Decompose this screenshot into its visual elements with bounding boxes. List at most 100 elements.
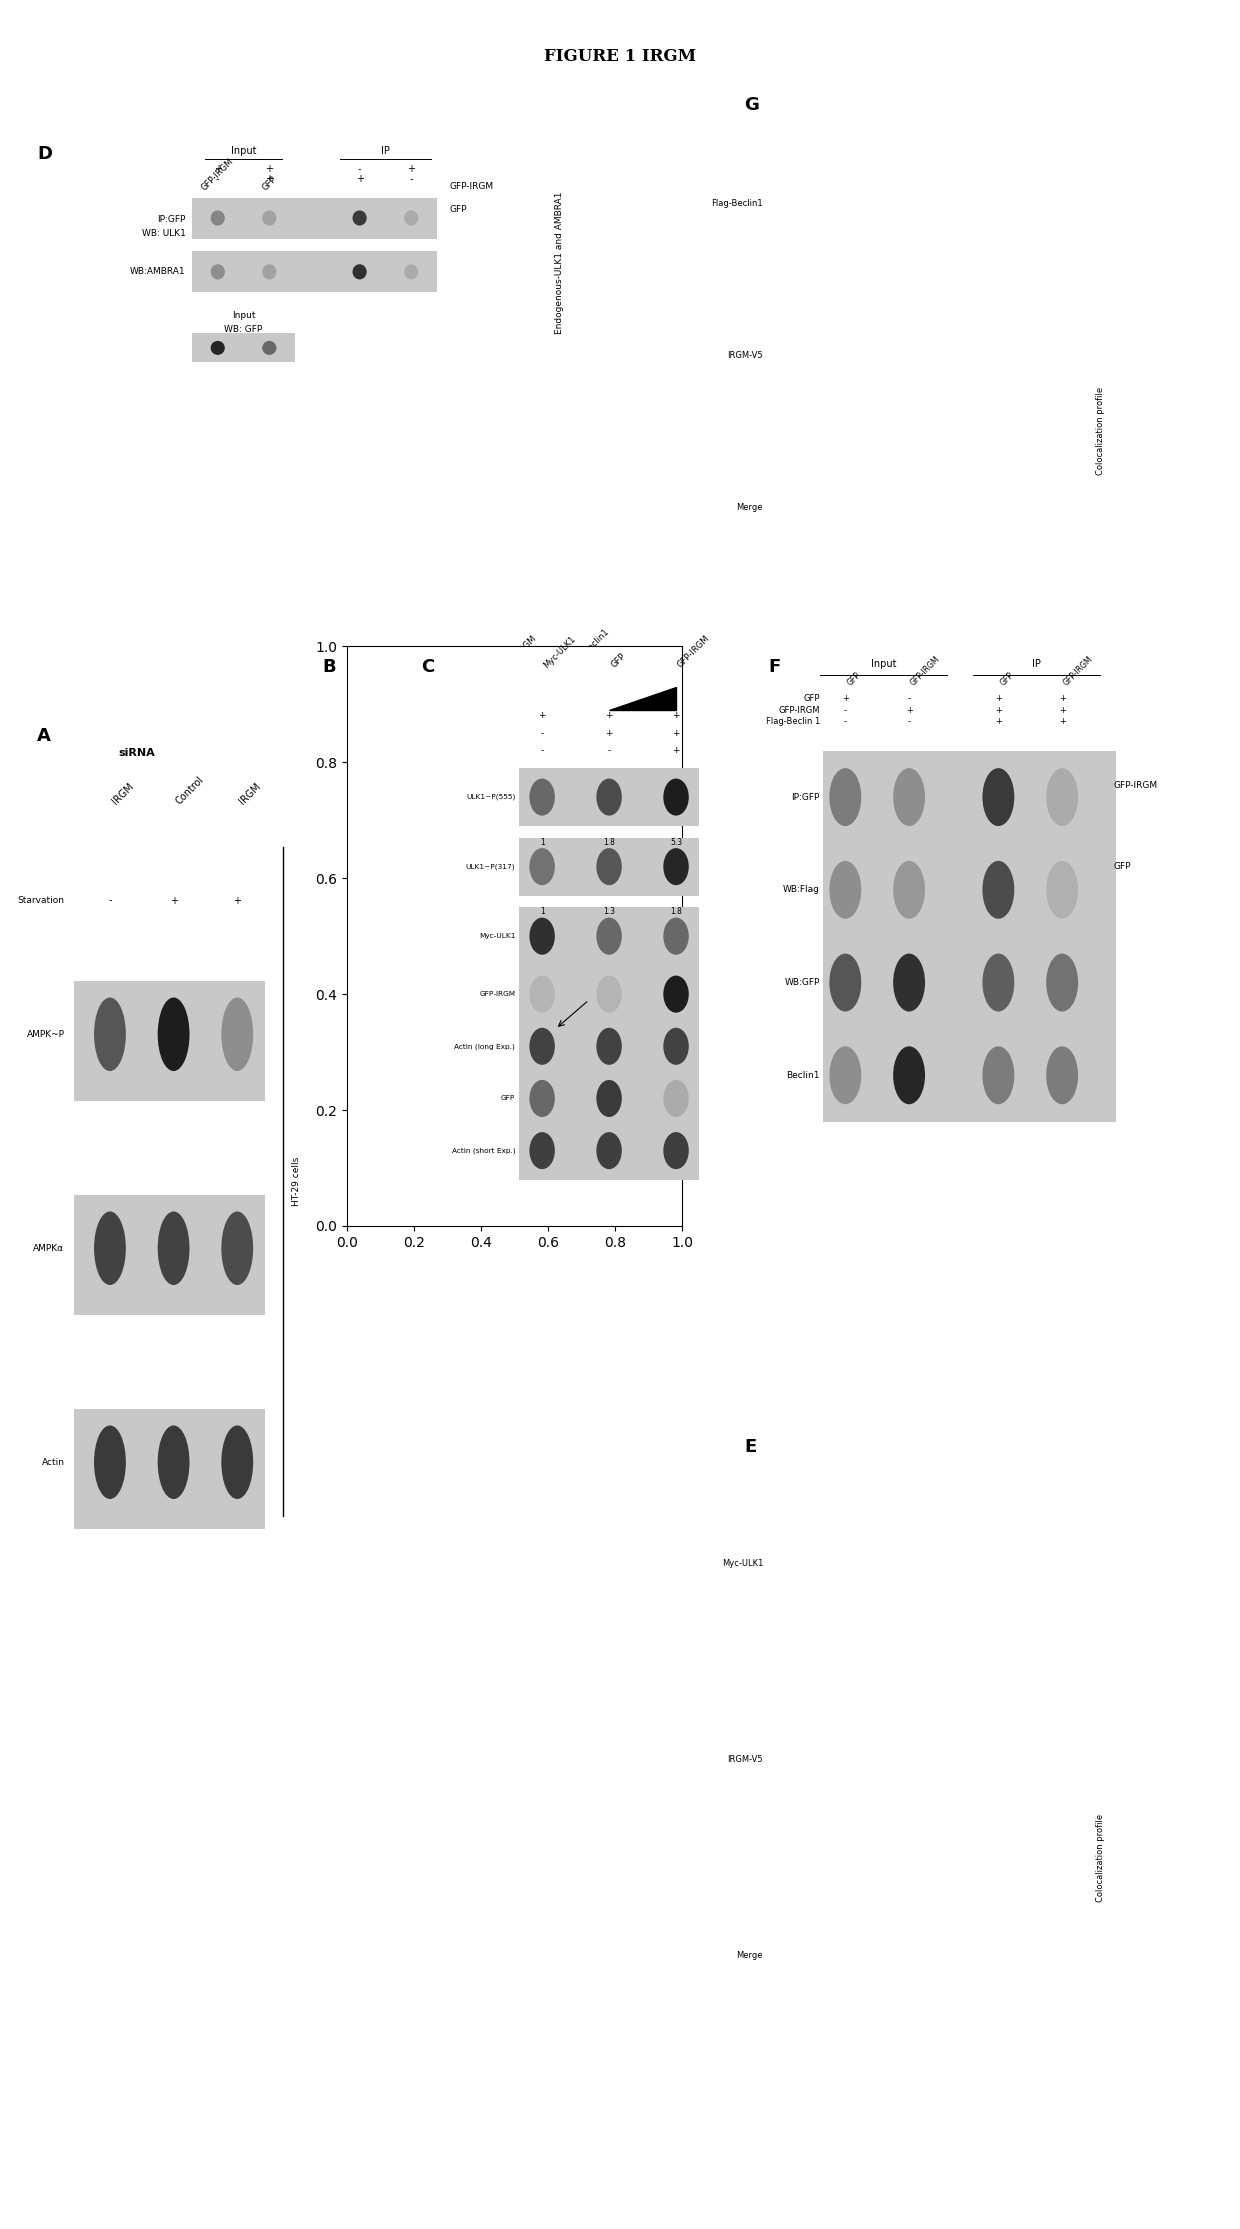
Text: siRNA: siRNA: [119, 749, 155, 758]
Text: GFP: GFP: [439, 651, 456, 669]
Ellipse shape: [262, 210, 277, 225]
Point: [818, 1888, 838, 1924]
Ellipse shape: [982, 954, 1014, 1012]
Bar: [415, 1117, 590, 1175]
Text: +: +: [1059, 707, 1065, 716]
Text: 2.0: 2.0: [497, 965, 508, 974]
Ellipse shape: [830, 769, 862, 827]
Ellipse shape: [893, 1045, 925, 1103]
Text: -: -: [608, 747, 611, 756]
Text: Flag-Beclin1: Flag-Beclin1: [568, 626, 610, 669]
Text: IRGM-V5: IRGM-V5: [728, 1754, 763, 1765]
Text: GFP-IRGM: GFP-IRGM: [503, 633, 538, 669]
Bar: [823, 751, 1116, 843]
Bar: [73, 981, 264, 1101]
Ellipse shape: [982, 1045, 1014, 1103]
Text: 1: 1: [436, 838, 441, 847]
Text: Myc-ULK1: Myc-ULK1: [722, 1558, 763, 1569]
Text: ULK1~P(317): ULK1~P(317): [466, 863, 516, 869]
Ellipse shape: [663, 778, 688, 816]
Ellipse shape: [893, 769, 925, 827]
Text: +: +: [605, 711, 613, 720]
Text: Flag-Beclin1: Flag-Beclin1: [366, 983, 413, 992]
Text: Merge: Merge: [737, 1950, 763, 1962]
Text: WB:AMBRA1: WB:AMBRA1: [130, 267, 186, 276]
Text: AMPKα: AMPKα: [386, 851, 413, 860]
Text: GFP: GFP: [1114, 863, 1131, 872]
Ellipse shape: [830, 1045, 862, 1103]
Text: Input: Input: [870, 660, 897, 669]
Text: GFP-IRGM: GFP-IRGM: [374, 1036, 413, 1045]
Bar: [518, 1121, 699, 1179]
Text: Actin: Actin: [41, 1458, 64, 1467]
Point: [899, 459, 919, 495]
Ellipse shape: [427, 778, 450, 816]
Point: [787, 444, 807, 479]
Ellipse shape: [221, 1213, 253, 1284]
Ellipse shape: [556, 970, 579, 1008]
Text: GFP: GFP: [450, 205, 467, 214]
Point: [942, 1950, 962, 1986]
Ellipse shape: [596, 1132, 621, 1170]
Ellipse shape: [893, 954, 925, 1012]
Text: -: -: [908, 693, 910, 702]
Ellipse shape: [1047, 1045, 1078, 1103]
Text: GFP: GFP: [501, 1094, 516, 1101]
Bar: [823, 843, 1116, 936]
Text: 5.3: 5.3: [670, 838, 682, 847]
Text: IRGM-V5: IRGM-V5: [728, 350, 763, 361]
Text: Starvation: Starvation: [17, 896, 64, 905]
Text: Flag-Beclin 1: Flag-Beclin 1: [765, 718, 820, 727]
Text: +: +: [1059, 693, 1065, 702]
Text: AMPK~P
(T172): AMPK~P (T172): [381, 787, 413, 807]
Text: HT-29 cells: HT-29 cells: [291, 1157, 301, 1206]
Text: +: +: [905, 707, 913, 716]
Ellipse shape: [556, 1021, 579, 1059]
Text: GFP: GFP: [846, 671, 862, 687]
Text: G: G: [744, 96, 759, 114]
Ellipse shape: [262, 341, 277, 354]
Text: IP:GFP: IP:GFP: [157, 214, 186, 223]
Ellipse shape: [529, 778, 554, 816]
Text: +: +: [435, 711, 443, 720]
Ellipse shape: [663, 918, 688, 954]
Text: GFP: GFP: [260, 174, 278, 192]
Bar: [192, 332, 295, 361]
Text: E: E: [744, 1438, 756, 1456]
Ellipse shape: [1047, 860, 1078, 918]
Text: Colocalization profile: Colocalization profile: [1096, 1814, 1105, 1901]
Point: [835, 1560, 854, 1596]
Ellipse shape: [427, 1068, 450, 1106]
Point: [942, 475, 962, 510]
Ellipse shape: [596, 1079, 621, 1117]
Text: GFP-IRGM: GFP-IRGM: [779, 707, 820, 716]
Text: +: +: [564, 747, 572, 756]
Ellipse shape: [830, 954, 862, 1012]
Text: B: B: [322, 658, 336, 675]
Text: Endogenous-ULK1 and AMBRA1: Endogenous-ULK1 and AMBRA1: [556, 192, 564, 334]
Ellipse shape: [663, 847, 688, 885]
Point: [856, 1975, 875, 2011]
Text: +: +: [265, 165, 273, 174]
Ellipse shape: [491, 836, 515, 874]
Text: FIGURE 1 IRGM: FIGURE 1 IRGM: [544, 49, 696, 65]
Point: [897, 2019, 916, 2055]
Ellipse shape: [556, 1068, 579, 1106]
Ellipse shape: [982, 860, 1014, 918]
Text: WB: GFP: WB: GFP: [224, 325, 263, 334]
Text: +: +: [538, 711, 546, 720]
Text: GFP: GFP: [609, 651, 627, 669]
Text: GFP-IRGM: GFP-IRGM: [676, 633, 712, 669]
Text: -: -: [908, 718, 910, 727]
Ellipse shape: [427, 1021, 450, 1059]
Point: [830, 437, 849, 473]
Text: +: +: [1059, 718, 1065, 727]
Ellipse shape: [94, 1213, 126, 1284]
Ellipse shape: [352, 210, 367, 225]
Bar: [73, 1409, 264, 1529]
Text: -: -: [501, 711, 505, 720]
Text: -: -: [565, 729, 569, 738]
Text: -: -: [565, 711, 569, 720]
Text: +: +: [605, 729, 613, 738]
Text: -: -: [358, 165, 361, 174]
